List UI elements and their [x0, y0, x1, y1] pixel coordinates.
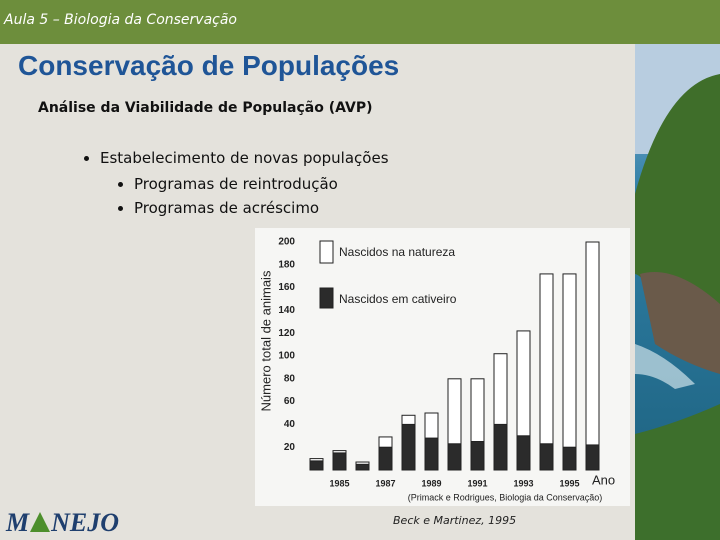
- bar-segment: [493, 423, 508, 471]
- legend-swatch: [319, 287, 334, 309]
- bar-segment: [447, 378, 462, 445]
- legend-label: Nascidos na natureza: [339, 245, 455, 259]
- x-tick-label: 1995: [559, 478, 579, 488]
- x-axis-label: Ano: [592, 472, 615, 487]
- bar-segment: [539, 273, 554, 445]
- bar-segment: [539, 443, 554, 471]
- slide-subtitle: Análise da Viabilidade de População (AVP…: [38, 100, 373, 116]
- bar-segment: [332, 450, 347, 454]
- bar-segment: [562, 273, 577, 448]
- bar-segment: [516, 330, 531, 437]
- x-tick-label: 1991: [467, 478, 487, 488]
- caption: Beck e Martinez, 1995: [393, 514, 517, 527]
- y-tick-label: 60: [284, 396, 296, 407]
- bar-segment: [447, 443, 462, 471]
- bar-segment: [562, 446, 577, 471]
- y-tick-label: 200: [278, 237, 295, 248]
- bar-segment: [332, 452, 347, 471]
- logo-text: M: [6, 508, 30, 537]
- bullet-list: Estabelecimento de novas populações Prog…: [72, 146, 389, 220]
- legend-swatch: [319, 240, 334, 264]
- x-tick-label: 1987: [375, 478, 395, 488]
- bar-segment: [493, 353, 508, 425]
- slide-title: Conservação de Populações: [18, 50, 400, 81]
- source: (Primack e Rodrigues, Biologia da Conser…: [408, 492, 603, 502]
- bar-segment: [470, 378, 485, 442]
- bar-segment: [401, 423, 416, 471]
- bar-segment: [516, 435, 531, 471]
- x-tick-label: 1989: [421, 478, 441, 488]
- y-tick-label: 180: [278, 259, 295, 270]
- y-tick-label: 80: [284, 373, 296, 384]
- logo-text: NEJO: [51, 508, 120, 537]
- y-tick-label: 160: [278, 282, 295, 293]
- header-bar: Aula 5 – Biologia da Conservação: [0, 0, 720, 44]
- bar-segment: [309, 458, 324, 462]
- bullet-text: Estabelecimento de novas populações: [100, 149, 389, 167]
- bar-segment: [470, 441, 485, 471]
- x-tick-label: 1993: [513, 478, 533, 488]
- logo: M NEJO: [6, 508, 119, 538]
- bar-segment: [401, 414, 416, 425]
- y-tick-label: 40: [284, 419, 296, 430]
- y-tick-label: 120: [278, 328, 295, 339]
- bar-segment: [309, 460, 324, 471]
- sub-list: Programas de reintrodução Programas de a…: [110, 172, 389, 220]
- bar-segment: [378, 446, 393, 471]
- sub-bullet: Programas de acréscimo: [134, 196, 389, 220]
- legend-label: Nascidos em cativeiro: [339, 292, 457, 306]
- photo: [635, 44, 720, 540]
- logo-icon: [30, 512, 51, 532]
- x-tick-label: 1985: [329, 478, 349, 488]
- sub-bullet: Programas de reintrodução: [134, 172, 389, 196]
- course-label: Aula 5 – Biologia da Conservação: [4, 12, 237, 28]
- bar-segment: [585, 444, 600, 471]
- bar-segment: [355, 461, 370, 465]
- bar-segment: [378, 436, 393, 448]
- y-tick-label: 100: [278, 351, 295, 362]
- y-axis-label: Número total de animais: [258, 270, 273, 411]
- y-tick-label: 140: [278, 305, 295, 316]
- bar-segment: [424, 412, 439, 439]
- bar-segment: [355, 463, 370, 471]
- bar-segment: [585, 241, 600, 446]
- bullet: Estabelecimento de novas populações Prog…: [100, 146, 389, 220]
- y-tick-label: 20: [284, 442, 296, 453]
- bar-segment: [424, 437, 439, 471]
